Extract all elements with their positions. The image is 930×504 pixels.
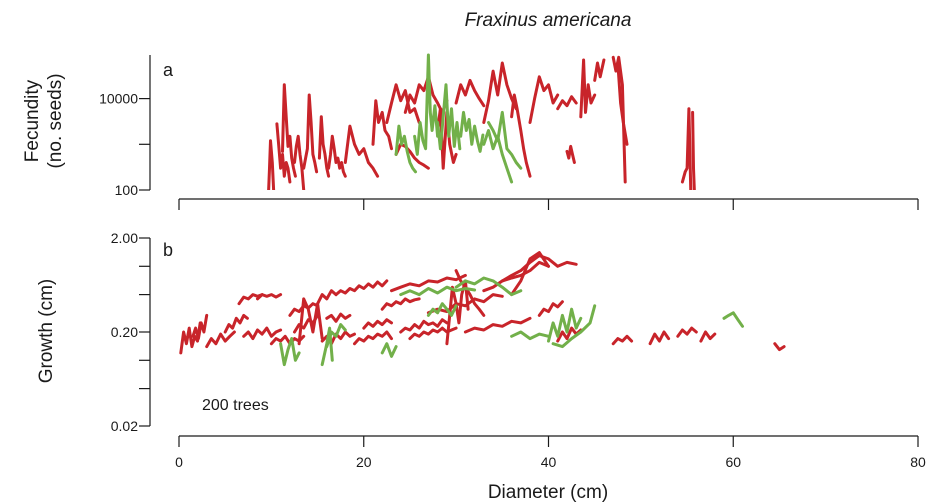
fecundity-y-axis-label-line-2: (no. seeds) [45,73,66,168]
growth-traces [179,251,786,367]
fecundity-trace-4 [302,93,319,174]
chart-title: Fraxinus americana [465,10,632,31]
growth-trace-32 [676,326,698,338]
growth-trace-39 [399,285,477,297]
growth-trace-36 [320,326,334,367]
x-tick-label-2: 40 [541,454,557,470]
y-tick-label-b-0: 0.02 [111,418,138,434]
growth-trace-42 [510,330,550,341]
fecundity-y-axis-label: Fecundity [22,79,43,162]
tree-count-annotation: 200 trees [202,397,269,414]
fecundity-trace-3 [293,134,306,190]
x-tick-label-4: 80 [910,454,926,470]
fecundity-trace-19 [454,78,486,108]
fecundity-y-axis-label-line-1: Fecundity [22,79,43,162]
fecundity-trace-6 [327,134,347,178]
growth-trace-27 [510,251,550,297]
growth-trace-41 [454,276,523,297]
fecundity-trace-29 [680,107,693,190]
fecundity-x-axis [178,198,919,210]
fecundity-trace-13 [394,124,417,174]
growth-trace-23 [454,269,486,317]
fecundity-traces [267,53,696,190]
growth-trace-25 [482,260,550,293]
growth-trace-33 [699,330,717,343]
fecundity-trace-14 [413,53,440,156]
y-tick-label-a-0: 100 [115,182,139,198]
panel-label-b: b [163,240,173,260]
fecundity-trace-16 [459,110,485,153]
growth-trace-37 [325,323,347,349]
y-tick-label-b-6: 2.00 [111,230,138,246]
fecundity-trace-23 [556,95,578,111]
fecundity-trace-15 [436,83,462,151]
growth-trace-1 [191,313,209,341]
fecundity-trace-18 [487,110,523,170]
fecundity-trace-0 [267,139,276,190]
y-tick-label-b-3: 0.20 [111,324,138,340]
fecundity-trace-26 [593,58,606,82]
growth-trace-3 [223,313,249,334]
growth-trace-2 [205,330,236,349]
growth-trace-10 [297,297,324,346]
growth-trace-19 [399,318,449,334]
fecundity-trace-20 [482,61,518,124]
fecundity-trace-21 [510,93,532,178]
growth-trace-45 [722,311,744,328]
fecundity-trace-9 [385,83,421,124]
growth-trace-11 [316,289,338,306]
fecundity-y-axis: 100 10000 [99,55,151,198]
growth-x-axis: 0 20 40 60 80 [175,435,926,470]
growth-trace-22 [445,279,470,346]
growth-trace-17 [380,297,421,311]
growth-trace-16 [362,318,393,330]
growth-trace-15 [353,330,393,346]
growth-trace-44 [551,304,597,349]
x-tick-label-0: 0 [175,454,183,470]
growth-trace-18 [390,273,467,293]
panel-label-a: a [163,60,174,80]
fecundity-trace-7 [343,124,380,178]
growth-trace-4 [237,293,264,306]
fecundity-panel: 100 10000 a Fecundity (no. seeds) [22,53,919,210]
growth-trace-13 [334,279,389,297]
growth-trace-38 [380,342,398,358]
x-tick-label-1: 20 [356,454,372,470]
growth-trace-0 [179,321,202,355]
fecundity-trace-30 [691,110,696,190]
fecundity-trace-24 [565,144,576,164]
growth-trace-6 [242,326,283,341]
growth-trace-40 [426,302,458,317]
growth-trace-24 [463,316,532,334]
growth-trace-26 [500,254,578,283]
fecundity-trace-25 [579,58,597,119]
growth-trace-31 [648,330,671,346]
growth-trace-28 [537,300,564,317]
fecundity-y-axis-label-2: (no. seeds) [45,73,66,168]
x-axis-label: Diameter (cm) [488,482,608,503]
fecundity-trace-5 [317,115,331,178]
growth-trace-43 [547,307,583,343]
fecundity-trace-8 [371,99,393,151]
fecundity-trace-2 [281,83,297,178]
x-tick-label-3: 60 [725,454,741,470]
fecundity-trace-28 [616,61,629,146]
growth-trace-5 [256,293,283,301]
growth-panel: 0.02 0.20 2.00 0 20 40 60 80 b 200 trees Growt… [36,230,926,503]
growth-trace-34 [773,342,786,352]
growth-trace-35 [279,337,301,367]
fecundity-trace-1 [275,122,292,184]
growth-y-axis: 0.02 0.20 2.00 [111,230,151,434]
fecundity-trace-22 [528,75,560,124]
growth-trace-12 [325,312,352,323]
growth-y-axis-label: Growth (cm) [36,279,57,384]
y-tick-label-a-2: 10000 [99,91,138,107]
growth-trace-30 [611,334,634,346]
